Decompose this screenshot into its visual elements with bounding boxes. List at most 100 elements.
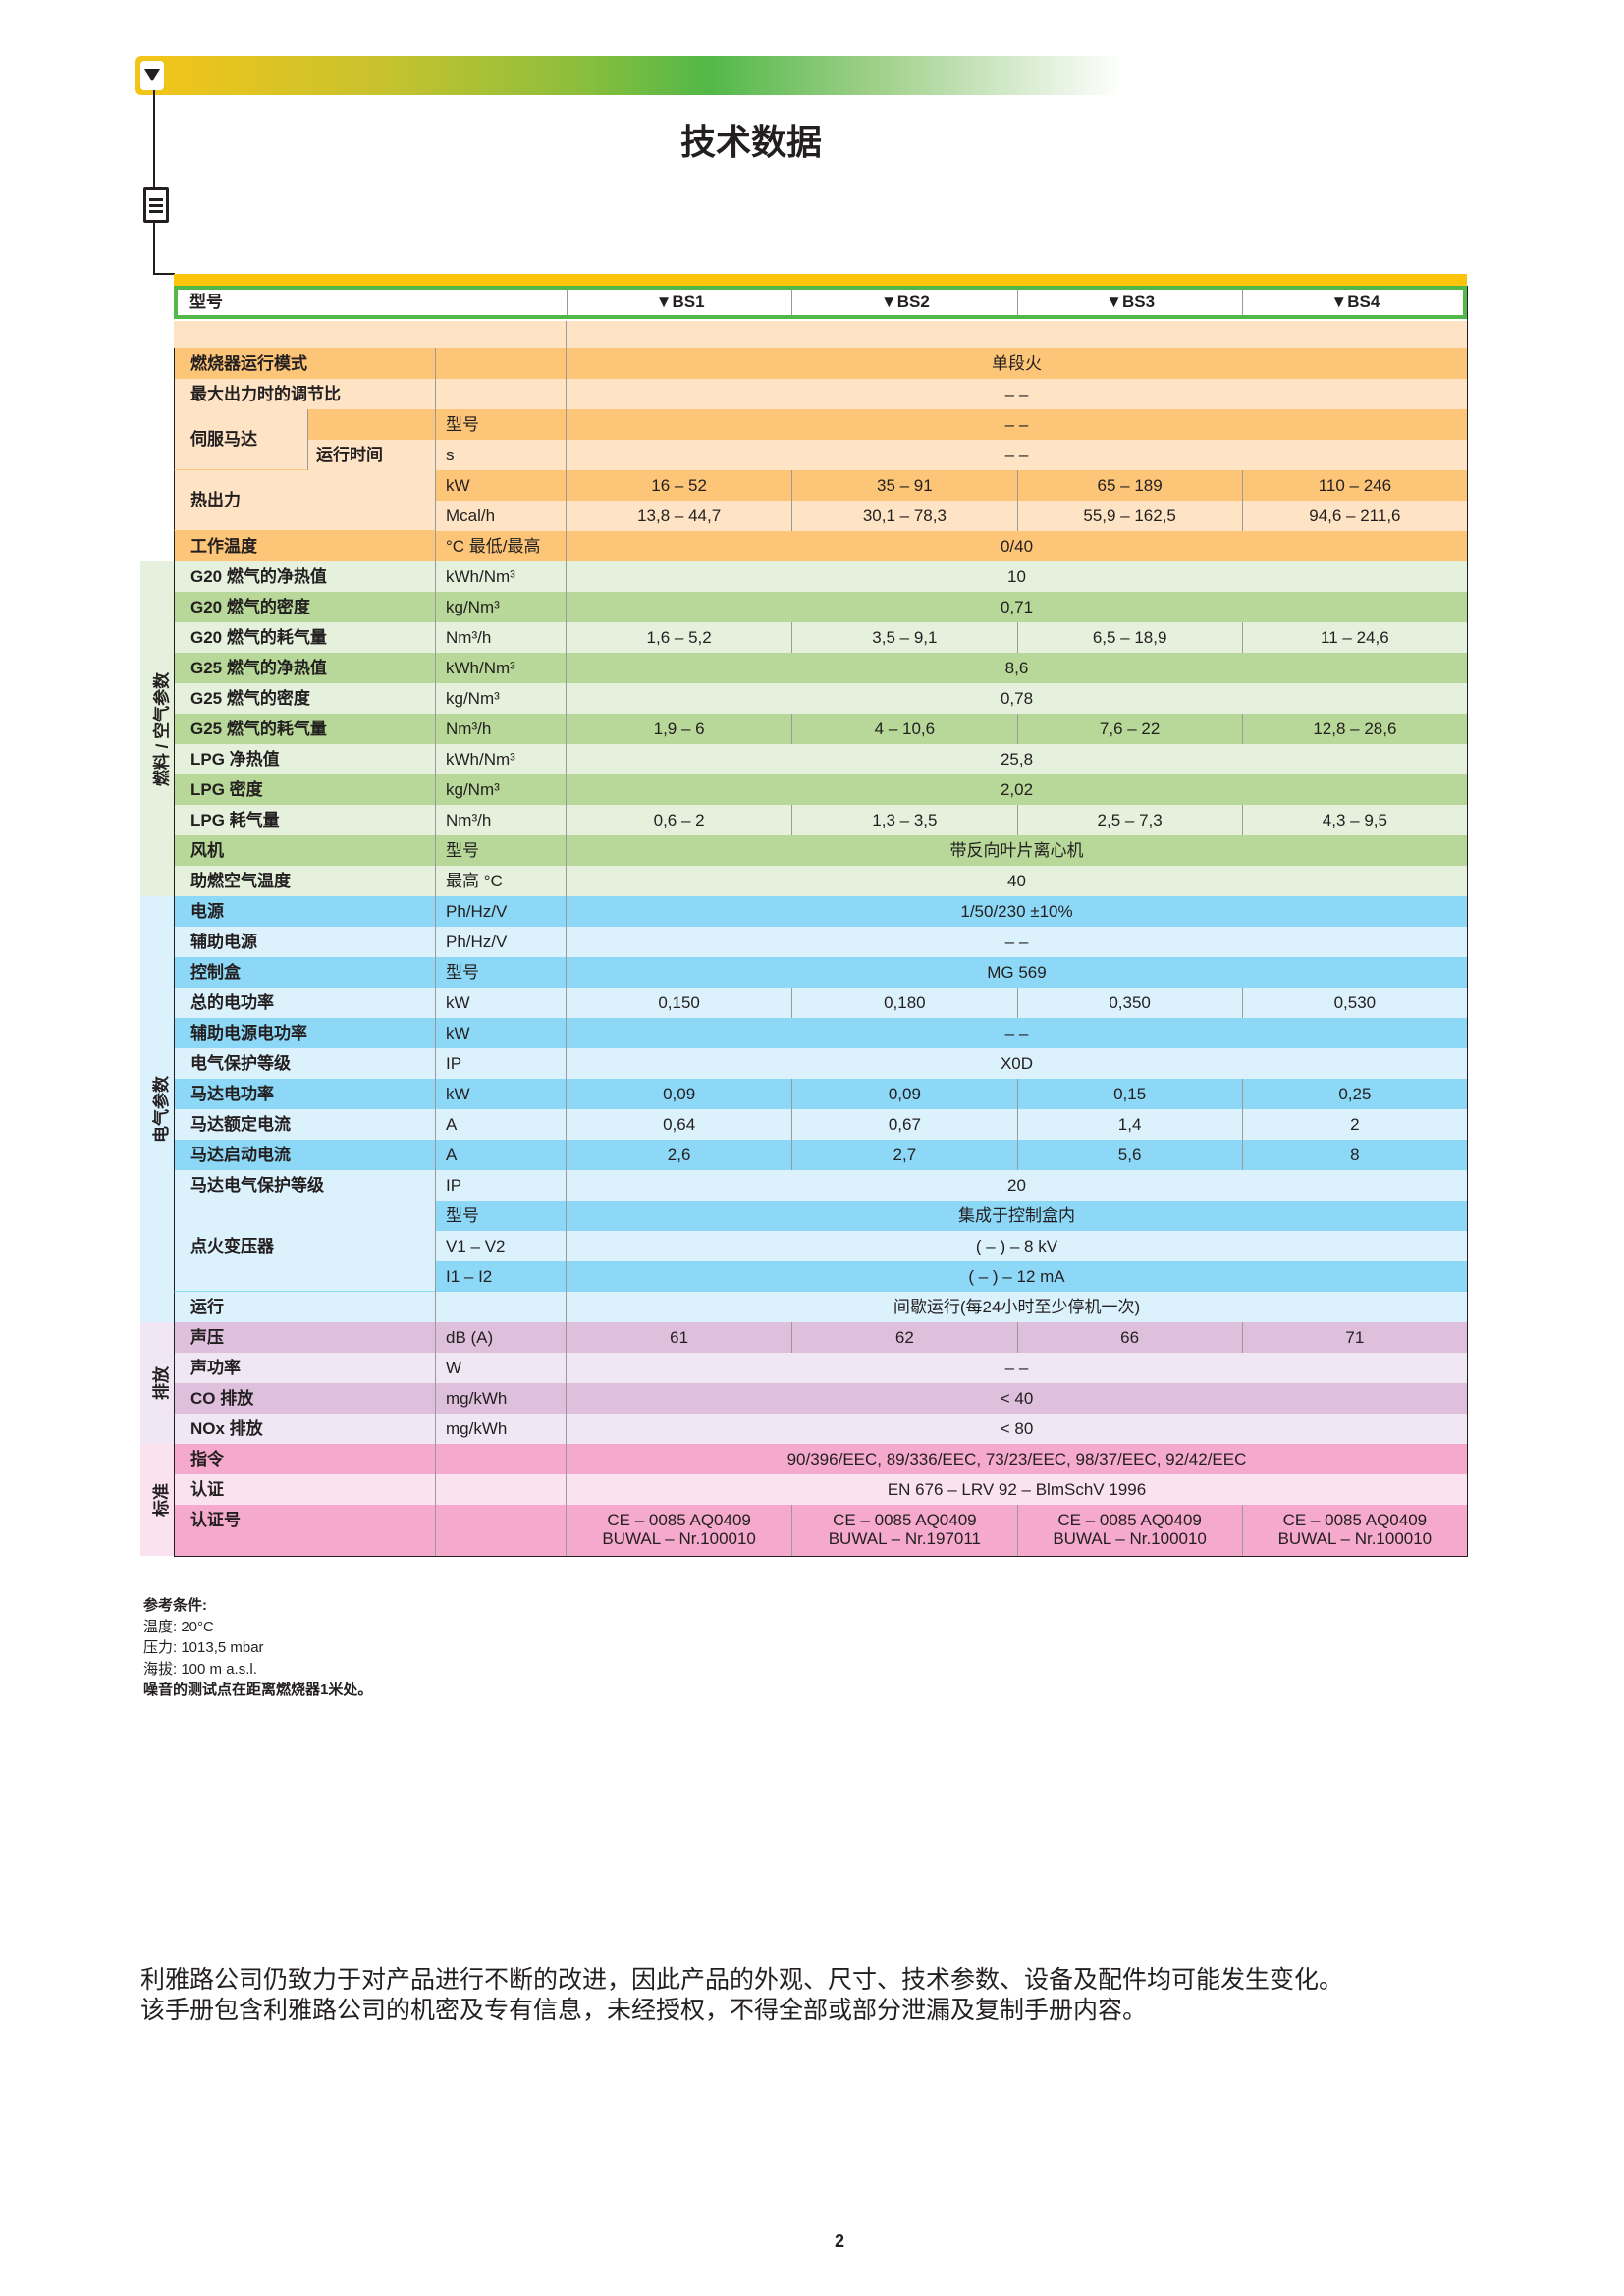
triangle-down-icon: ▼ (655, 293, 673, 311)
row-value-all: 8,6 (567, 653, 1467, 683)
footnote-line: 噪音的测试点在距离燃烧器1米处。 (143, 1682, 373, 1698)
row-label: 声功率 (174, 1353, 435, 1383)
row-label: 马达启动电流 (174, 1140, 435, 1170)
category-emis: 排放 (140, 1322, 174, 1444)
row-value-bs1: 13,8 – 44,7 (567, 501, 792, 531)
row-sublabel (307, 409, 435, 440)
reference-conditions: 参考条件: 温度: 20°C 压力: 1013,5 mbar 海拔: 100 m… (143, 1595, 372, 1701)
row-unit: Ph/Hz/V (435, 927, 567, 957)
row-unit (435, 348, 567, 379)
row-unit: kW (435, 1018, 567, 1048)
row-value-all: < 40 (567, 1383, 1467, 1414)
row-value-bs2: 35 – 91 (791, 470, 1017, 501)
row-value-bs3: 6,5 – 18,9 (1016, 622, 1242, 653)
model-name: BS2 (896, 293, 930, 311)
row-unit: s (435, 440, 567, 470)
row-value-bs4: 110 – 246 (1241, 470, 1467, 501)
triangle-down-icon: ▼ (1106, 293, 1122, 311)
row-label: 运行 (174, 1292, 435, 1322)
row-value-bs3: 0,350 (1016, 988, 1242, 1018)
row-label: 认证号 (174, 1505, 435, 1556)
row-value-bs4: 94,6 – 211,6 (1241, 501, 1467, 531)
table-border (174, 1556, 1468, 1557)
empty-row-label (174, 321, 567, 348)
row-unit: kWh/Nm³ (435, 561, 567, 592)
category-label: 标准 (152, 1483, 171, 1517)
empty-row-value (567, 321, 1467, 348)
row-label: 马达电气保护等级 (174, 1170, 435, 1201)
row-unit (435, 1292, 567, 1322)
row-unit: Nm³/h (435, 714, 567, 744)
row-value-all: EN 676 – LRV 92 – BlmSchV 1996 (567, 1474, 1467, 1505)
row-label: 马达电功率 (174, 1079, 435, 1109)
row-unit: kW (435, 470, 567, 501)
row-label: 辅助电源电功率 (174, 1018, 435, 1048)
row-label: NOx 排放 (174, 1414, 435, 1444)
row-value-all: ( – ) – 8 kV (567, 1231, 1467, 1261)
row-value-all: 单段火 (567, 348, 1467, 379)
document-icon (143, 187, 169, 223)
row-value-bs1: 61 (567, 1322, 792, 1353)
footnote-line: 温度: 20°C (143, 1618, 214, 1635)
row-value-all: ( – ) – 12 mA (567, 1261, 1467, 1292)
row-value-bs1: CE – 0085 AQ0409 BUWAL – Nr.100010 (567, 1505, 792, 1556)
row-unit: kWh/Nm³ (435, 653, 567, 683)
row-value-bs3: 2,5 – 7,3 (1016, 805, 1242, 835)
row-unit: 最高 °C (435, 866, 567, 896)
row-label: 控制盒 (174, 957, 435, 988)
row-value-bs2: 0,67 (791, 1109, 1017, 1140)
row-unit (435, 379, 567, 409)
category-label: 燃料 / 空气参数 (152, 671, 171, 786)
row-value-bs4: 12,8 – 28,6 (1241, 714, 1467, 744)
row-label: G20 燃气的密度 (174, 592, 435, 622)
footnote-line: 参考条件: (143, 1597, 207, 1614)
row-value-bs2: 62 (791, 1322, 1017, 1353)
row-label: 燃烧器运行模式 (174, 348, 435, 379)
row-label: G25 燃气的耗气量 (174, 714, 435, 744)
row-value-bs2: CE – 0085 AQ0409 BUWAL – Nr.197011 (791, 1505, 1017, 1556)
row-value-bs2: 30,1 – 78,3 (791, 501, 1017, 531)
row-value-all: 1/50/230 ±10% (567, 896, 1467, 927)
header-model-bs3: ▼BS3 (1016, 290, 1243, 315)
triangle-down-icon (144, 69, 160, 81)
row-unit: kg/Nm³ (435, 683, 567, 714)
row-value-bs4: 2 (1241, 1109, 1467, 1140)
section-header-bar (135, 56, 1122, 95)
row-value-all: 40 (567, 866, 1467, 896)
row-value-bs1: 0,6 – 2 (567, 805, 792, 835)
header-label: 型号 (189, 293, 223, 311)
row-value-bs1: 2,6 (567, 1140, 792, 1170)
row-value-bs4: CE – 0085 AQ0409 BUWAL – Nr.100010 (1241, 1505, 1467, 1556)
row-value-bs3: 65 – 189 (1016, 470, 1242, 501)
category-label: 电气参数 (152, 1076, 171, 1143)
row-unit: kg/Nm³ (435, 592, 567, 622)
model-name: BS3 (1122, 293, 1156, 311)
row-value-bs1: 1,9 – 6 (567, 714, 792, 744)
row-label: 总的电功率 (174, 988, 435, 1018)
footnote-line: 海拔: 100 m a.s.l. (143, 1660, 257, 1678)
header-model-bs2: ▼BS2 (791, 290, 1017, 315)
row-unit: dB (A) (435, 1322, 567, 1353)
row-value-all: 0,78 (567, 683, 1467, 714)
row-unit: mg/kWh (435, 1383, 567, 1414)
row-unit: kW (435, 1079, 567, 1109)
row-label: 指令 (174, 1444, 435, 1474)
row-label: 最大出力时的调节比 (174, 379, 435, 409)
row-label: 工作温度 (174, 531, 435, 561)
row-value-bs1: 0,64 (567, 1109, 792, 1140)
row-value-bs4: 11 – 24,6 (1241, 622, 1467, 653)
row-label: LPG 耗气量 (174, 805, 435, 835)
page-number: 2 (835, 2231, 845, 2251)
row-unit: Nm³/h (435, 805, 567, 835)
row-value-all: 25,8 (567, 744, 1467, 774)
page-title: 技术数据 (679, 122, 822, 162)
row-unit: °C 最低/最高 (435, 531, 567, 561)
row-value-bs1: 0,09 (567, 1079, 792, 1109)
table-top-bar (174, 274, 1467, 286)
row-label: G20 燃气的净热值 (174, 561, 435, 592)
row-label: LPG 净热值 (174, 744, 435, 774)
row-value-bs3: 7,6 – 22 (1016, 714, 1242, 744)
row-unit: A (435, 1109, 567, 1140)
row-value-all: – – (567, 379, 1467, 409)
row-label: 马达额定电流 (174, 1109, 435, 1140)
